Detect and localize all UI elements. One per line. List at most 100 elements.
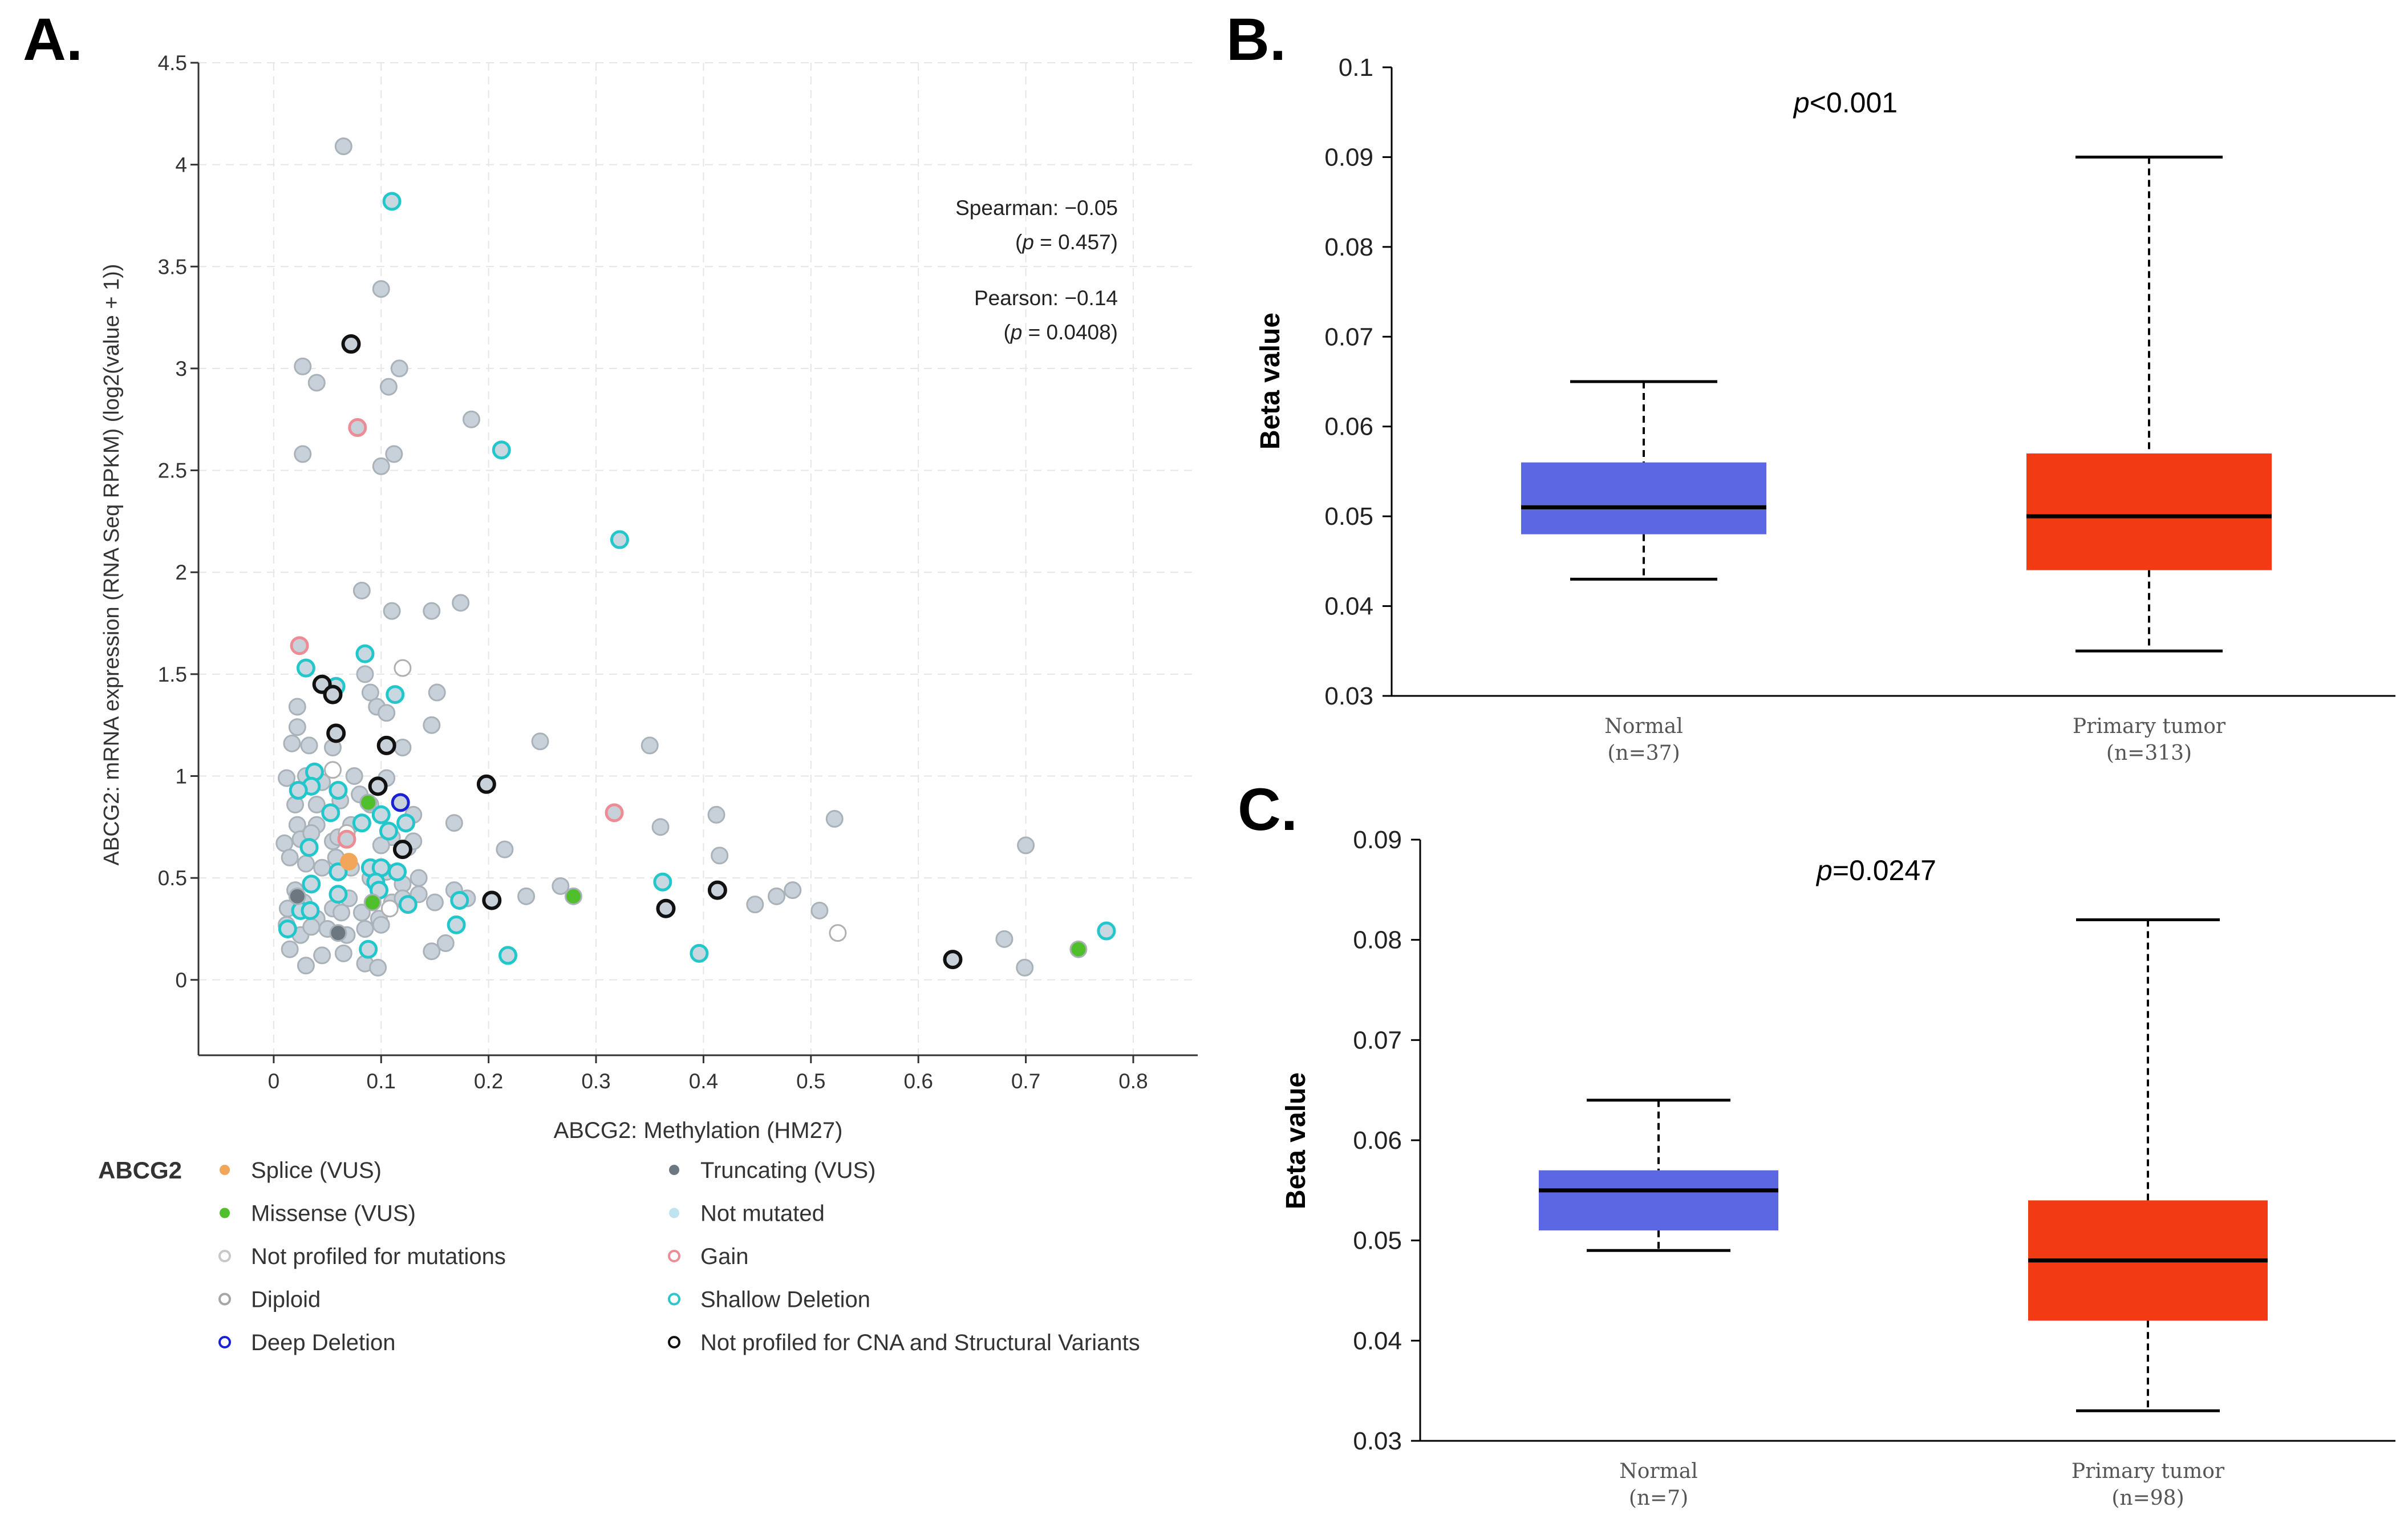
point-truncating (329, 924, 347, 942)
y-tick-label: 1.5 (158, 663, 187, 686)
point-diploid (707, 805, 725, 824)
point-shallow-deletion (447, 915, 466, 934)
y-axis-label: Beta value (1255, 313, 1286, 449)
y-tick-label: 0.1 (1339, 54, 1373, 82)
x-category-label: Primary tumor (2071, 1460, 2225, 1483)
y-tick-label: 0.03 (1324, 682, 1373, 710)
panel-label-b: B. (1226, 6, 1286, 73)
point-diploid (711, 846, 729, 865)
point-diploid (436, 934, 455, 952)
point-diploid (385, 445, 403, 463)
pearson-p-value: = 0.0408) (1022, 321, 1118, 344)
point-shallow-deletion (398, 895, 417, 914)
legend-swatch (668, 1336, 680, 1348)
point-diploid (294, 357, 312, 375)
point-shallow-deletion (301, 901, 320, 920)
point-splice (340, 853, 358, 871)
point-diploid (281, 848, 299, 866)
x-category-count: (n=313) (2106, 742, 2192, 765)
x-tick-label: 0.8 (1118, 1070, 1148, 1093)
point-diploid (297, 854, 315, 873)
point-diploid (283, 734, 301, 752)
x-category-count: (n=37) (1607, 742, 1680, 765)
x-category-label: Normal (1604, 715, 1683, 738)
point-diploid (995, 930, 1014, 948)
y-tick-label: 0.03 (1353, 1427, 1402, 1455)
legend-label: Shallow Deletion (700, 1287, 870, 1313)
point-shallow-deletion (610, 530, 629, 549)
point-diploid (810, 901, 829, 919)
point-not-profiled-cna (943, 950, 963, 970)
legend-swatch (668, 1250, 680, 1262)
point-diploid (369, 958, 387, 977)
point-not-profiled (380, 900, 399, 918)
point-diploid (288, 698, 306, 716)
point-not-profiled-cna (707, 880, 727, 900)
y-tick-label: 2 (175, 561, 187, 584)
y-tick-label: 4 (175, 153, 187, 177)
y-axis-label: Beta value (1281, 1072, 1311, 1209)
point-not-profiled-cna (368, 776, 388, 796)
point-diploid (288, 718, 306, 736)
y-ticks: 0.03 0.04 0.05 0.06 0.07 0.08 0.09 0.1 (1324, 54, 1392, 710)
point-diploid (300, 736, 318, 755)
legend-swatch (218, 1336, 231, 1348)
legend-swatch (669, 1165, 679, 1175)
points (275, 137, 1116, 977)
point-gain (605, 803, 624, 823)
point-diploid (356, 665, 374, 683)
point-not-profiled (323, 761, 342, 779)
point-diploid (452, 594, 470, 612)
point-shallow-deletion (296, 658, 315, 678)
x-labels: Normal (n=7) Primary tumor (n=98) (1619, 1460, 2225, 1510)
grid (198, 62, 1198, 1055)
panel-label-a: A. (23, 6, 83, 73)
point-diploid (496, 840, 514, 858)
y-tick-label: 0.04 (1324, 593, 1373, 621)
y-tick-label: 0 (175, 969, 187, 992)
point-shallow-deletion (289, 781, 308, 800)
point-shallow-deletion (329, 781, 348, 800)
x-tick-label: 0.5 (796, 1070, 825, 1093)
p-value-title: p=0.0247 (1815, 854, 1936, 886)
y-tick-label: 0.05 (1324, 503, 1373, 530)
legend-label: Splice (VUS) (251, 1158, 382, 1183)
x-tick-label: 0.7 (1011, 1070, 1040, 1093)
p-value-title: p<0.001 (1793, 87, 1898, 119)
point-missense (359, 793, 378, 812)
y-tick-label: 0.5 (158, 866, 187, 890)
point-missense (363, 893, 382, 912)
point-shallow-deletion (379, 821, 398, 841)
point-diploid (825, 810, 844, 828)
spearman-p: (p = 0.457) (1015, 230, 1118, 254)
x-category-count: (n=7) (1629, 1486, 1688, 1510)
y-tick-label: 0.08 (1324, 233, 1373, 261)
y-tick-label: 4.5 (158, 51, 187, 75)
legend-swatch (220, 1165, 230, 1175)
p-value: =0.0247 (1833, 854, 1936, 886)
scatter-chart: 0 0.5 1 1.5 2 2.5 3 3.5 4 4.5 0 0.1 0.2 0.3 0.4 0.5 0.6… (98, 51, 1198, 1355)
x-tick-label: 0.1 (367, 1070, 396, 1093)
point-diploid (746, 896, 764, 914)
point-diploid (463, 410, 481, 428)
p-symbol: p (1815, 854, 1833, 886)
point-shallow-deletion (388, 862, 407, 881)
boxplot-normal-vs-tumor-b: 0.03 0.04 0.05 0.06 0.07 0.08 0.09 0.1 Normal (n… (1255, 54, 2395, 765)
point-diploid (423, 716, 441, 734)
point-not-profiled-cna (392, 840, 412, 860)
x-tick-label: 0.2 (474, 1070, 503, 1093)
point-shallow-deletion (355, 644, 375, 663)
point-diploid (294, 445, 312, 463)
point-diploid (352, 904, 371, 922)
legend-label: Gain (700, 1244, 749, 1269)
y-ticks: 0.03 0.04 0.05 0.06 0.07 0.08 0.09 (1353, 826, 1420, 1455)
legend-swatch (220, 1208, 230, 1218)
axes (197, 63, 1198, 1056)
point-shallow-deletion (396, 813, 416, 833)
y-tick-label: 3 (175, 357, 187, 380)
point-diploid (345, 767, 363, 785)
point-deep-deletion (391, 793, 410, 812)
pearson-p: (p = 0.0408) (1003, 321, 1118, 344)
x-labels: Normal (n=37) Primary tumor (n=313) (1604, 715, 2226, 765)
boxes (1521, 155, 2272, 653)
